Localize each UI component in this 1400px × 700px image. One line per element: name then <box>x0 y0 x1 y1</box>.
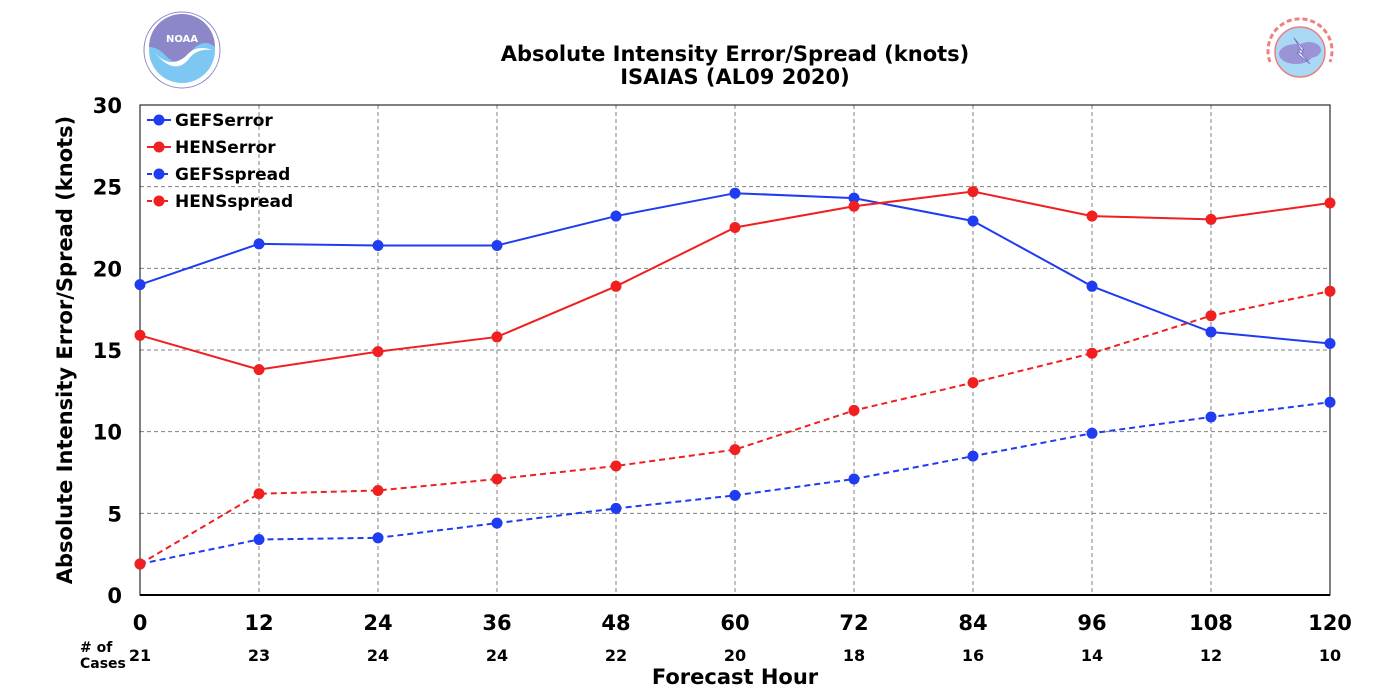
x-tick-label: 108 <box>1189 611 1233 635</box>
data-point-GEFSerror <box>1205 326 1217 338</box>
data-point-GEFSerror <box>848 192 860 204</box>
data-point-GEFSspread <box>848 473 860 485</box>
legend-marker-HENSspread <box>153 195 165 207</box>
data-point-HENSspread <box>967 377 979 389</box>
data-point-HENSerror <box>491 331 503 343</box>
data-point-HENSerror <box>1086 210 1098 222</box>
data-point-GEFSerror <box>729 187 741 199</box>
data-point-GEFSerror <box>1324 337 1336 349</box>
case-count-label: 24 <box>486 646 508 665</box>
data-point-HENSspread <box>1205 310 1217 322</box>
x-tick-label: 12 <box>244 611 273 635</box>
legend: GEFSerror HENSerror GEFSspread HENSspread <box>147 111 293 212</box>
data-point-GEFSerror <box>253 238 265 250</box>
y-tick-label: 20 <box>93 257 122 281</box>
legend-marker-GEFSspread <box>153 168 165 180</box>
data-point-GEFSspread <box>1324 396 1336 408</box>
data-point-HENSspread <box>491 473 503 485</box>
data-point-HENSspread <box>610 460 622 472</box>
data-point-GEFSspread <box>372 532 384 544</box>
data-point-HENSspread <box>372 484 384 496</box>
series-GEFSerror <box>134 187 1336 349</box>
series-HENSspread <box>134 285 1336 570</box>
case-count-label: 20 <box>724 646 746 665</box>
x-tick-label: 0 <box>133 611 148 635</box>
x-tick-label: 96 <box>1077 611 1106 635</box>
data-point-HENSerror <box>610 280 622 292</box>
x-axis-label: Forecast Hour <box>652 665 819 689</box>
case-count-label: 23 <box>248 646 270 665</box>
y-tick-label: 30 <box>93 94 122 118</box>
data-point-GEFSspread <box>253 533 265 545</box>
legend-label-HENSerror: HENSerror <box>175 138 276 158</box>
data-point-GEFSspread <box>1086 427 1098 439</box>
data-point-GEFSerror <box>1086 280 1098 292</box>
data-point-GEFSerror <box>610 210 622 222</box>
data-point-HENSspread <box>253 488 265 500</box>
noaa-logo-text: NOAA <box>166 34 198 45</box>
y-tick-label: 15 <box>93 339 122 363</box>
series-group <box>134 186 1336 570</box>
data-point-HENSerror <box>1324 197 1336 209</box>
data-point-HENSerror <box>848 200 860 212</box>
x-tick-labels: 0 12 24 36 48 60 72 84 96 108 120 <box>133 611 1352 635</box>
chart-title: Absolute Intensity Error/Spread (knots) <box>501 42 970 66</box>
data-point-GEFSspread <box>491 517 503 529</box>
data-point-HENSspread <box>729 444 741 456</box>
data-point-HENSspread <box>1324 285 1336 297</box>
x-tick-label: 60 <box>720 611 749 635</box>
chart-subtitle: ISAIAS (AL09 2020) <box>620 65 850 89</box>
data-point-HENSerror <box>253 364 265 376</box>
data-point-HENSerror <box>372 346 384 358</box>
data-point-GEFSspread <box>729 489 741 501</box>
x-tick-label: 72 <box>839 611 868 635</box>
y-axis-label: Absolute Intensity Error/Spread (knots) <box>53 116 77 585</box>
y-tick-label: 25 <box>93 176 122 200</box>
series-HENSerror <box>134 186 1336 376</box>
x-tick-label: 24 <box>363 611 392 635</box>
y-tick-label: 0 <box>107 584 122 608</box>
x-tick-label: 120 <box>1308 611 1352 635</box>
data-point-GEFSerror <box>372 239 384 251</box>
case-count-label: 21 <box>129 646 151 665</box>
data-point-GEFSerror <box>491 239 503 251</box>
case-count-label: 16 <box>962 646 984 665</box>
nws-logo <box>1264 16 1336 88</box>
data-point-HENSspread <box>1086 347 1098 359</box>
noaa-logo: NOAA <box>143 11 221 89</box>
x-tick-label: 84 <box>958 611 987 635</box>
y-tick-label: 5 <box>107 502 122 526</box>
data-point-GEFSspread <box>1205 411 1217 423</box>
legend-marker-GEFSerror <box>153 114 165 126</box>
data-point-HENSspread <box>134 558 146 570</box>
data-point-GEFSspread <box>967 450 979 462</box>
data-point-HENSerror <box>729 222 741 233</box>
legend-label-HENSspread: HENSspread <box>175 192 293 212</box>
data-point-HENSerror <box>1205 213 1217 225</box>
x-tick-label: 36 <box>482 611 511 635</box>
case-count-label: 12 <box>1200 646 1222 665</box>
data-point-HENSerror <box>134 329 146 341</box>
x-tick-label: 48 <box>601 611 630 635</box>
case-count-label: 14 <box>1081 646 1103 665</box>
cases-header-line1: # of <box>80 640 113 656</box>
data-point-HENSerror <box>967 186 979 198</box>
case-count-labels: 21 23 24 24 22 20 18 16 14 12 10 <box>129 646 1341 665</box>
data-point-GEFSerror <box>134 279 146 291</box>
case-count-label: 10 <box>1319 646 1341 665</box>
legend-marker-HENSerror <box>153 141 165 153</box>
data-point-HENSspread <box>848 404 860 416</box>
case-count-label: 22 <box>605 646 627 665</box>
cases-header-line2: Cases <box>80 656 126 672</box>
y-tick-label: 10 <box>93 421 122 445</box>
legend-label-GEFSspread: GEFSspread <box>175 165 290 185</box>
legend-label-GEFSerror: GEFSerror <box>175 111 273 131</box>
gridlines <box>140 105 1330 595</box>
case-count-label: 24 <box>367 646 389 665</box>
data-point-GEFSerror <box>967 215 979 227</box>
case-count-label: 18 <box>843 646 865 665</box>
y-tick-labels: 0 5 10 15 20 25 30 <box>93 94 122 608</box>
data-point-GEFSspread <box>610 502 622 514</box>
